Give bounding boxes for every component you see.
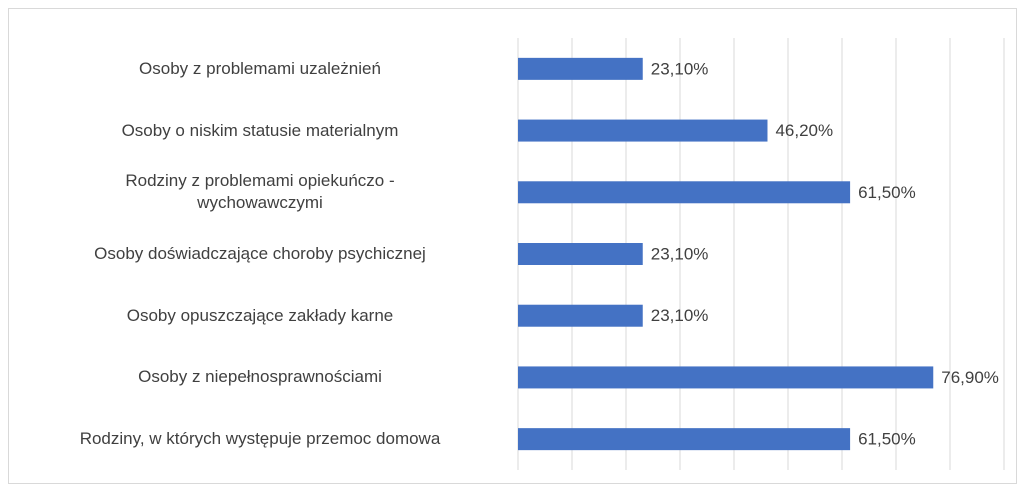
bar [518, 366, 934, 389]
bar [518, 428, 851, 451]
value-label: 23,10% [651, 244, 709, 263]
value-label: 23,10% [651, 59, 709, 78]
category-label: Rodziny z problemami opiekuńczo - wychow… [125, 171, 395, 213]
bar [518, 243, 643, 265]
category-label: Osoby z problemami uzależnień [139, 58, 381, 78]
value-label: 61,50% [858, 183, 916, 202]
bar [518, 57, 643, 80]
chart-frame [8, 8, 1017, 484]
category-label: Osoby doświadczające choroby psychicznej [94, 244, 426, 263]
category-label: Osoby o niskim statusie materialnym [121, 120, 399, 140]
category-label: Rodziny, w których występuje przemoc dom… [79, 429, 441, 449]
category-label: Osoby z niepełnosprawnościami [138, 367, 382, 387]
bar [518, 119, 768, 142]
value-label: 61,50% [858, 430, 916, 449]
bar [518, 181, 851, 204]
category-label: Osoby opuszczające zakłady karne [126, 305, 394, 325]
bar [518, 304, 643, 327]
value-label: 76,90% [941, 368, 999, 387]
value-label: 23,10% [651, 306, 709, 325]
value-label: 46,20% [775, 121, 833, 140]
